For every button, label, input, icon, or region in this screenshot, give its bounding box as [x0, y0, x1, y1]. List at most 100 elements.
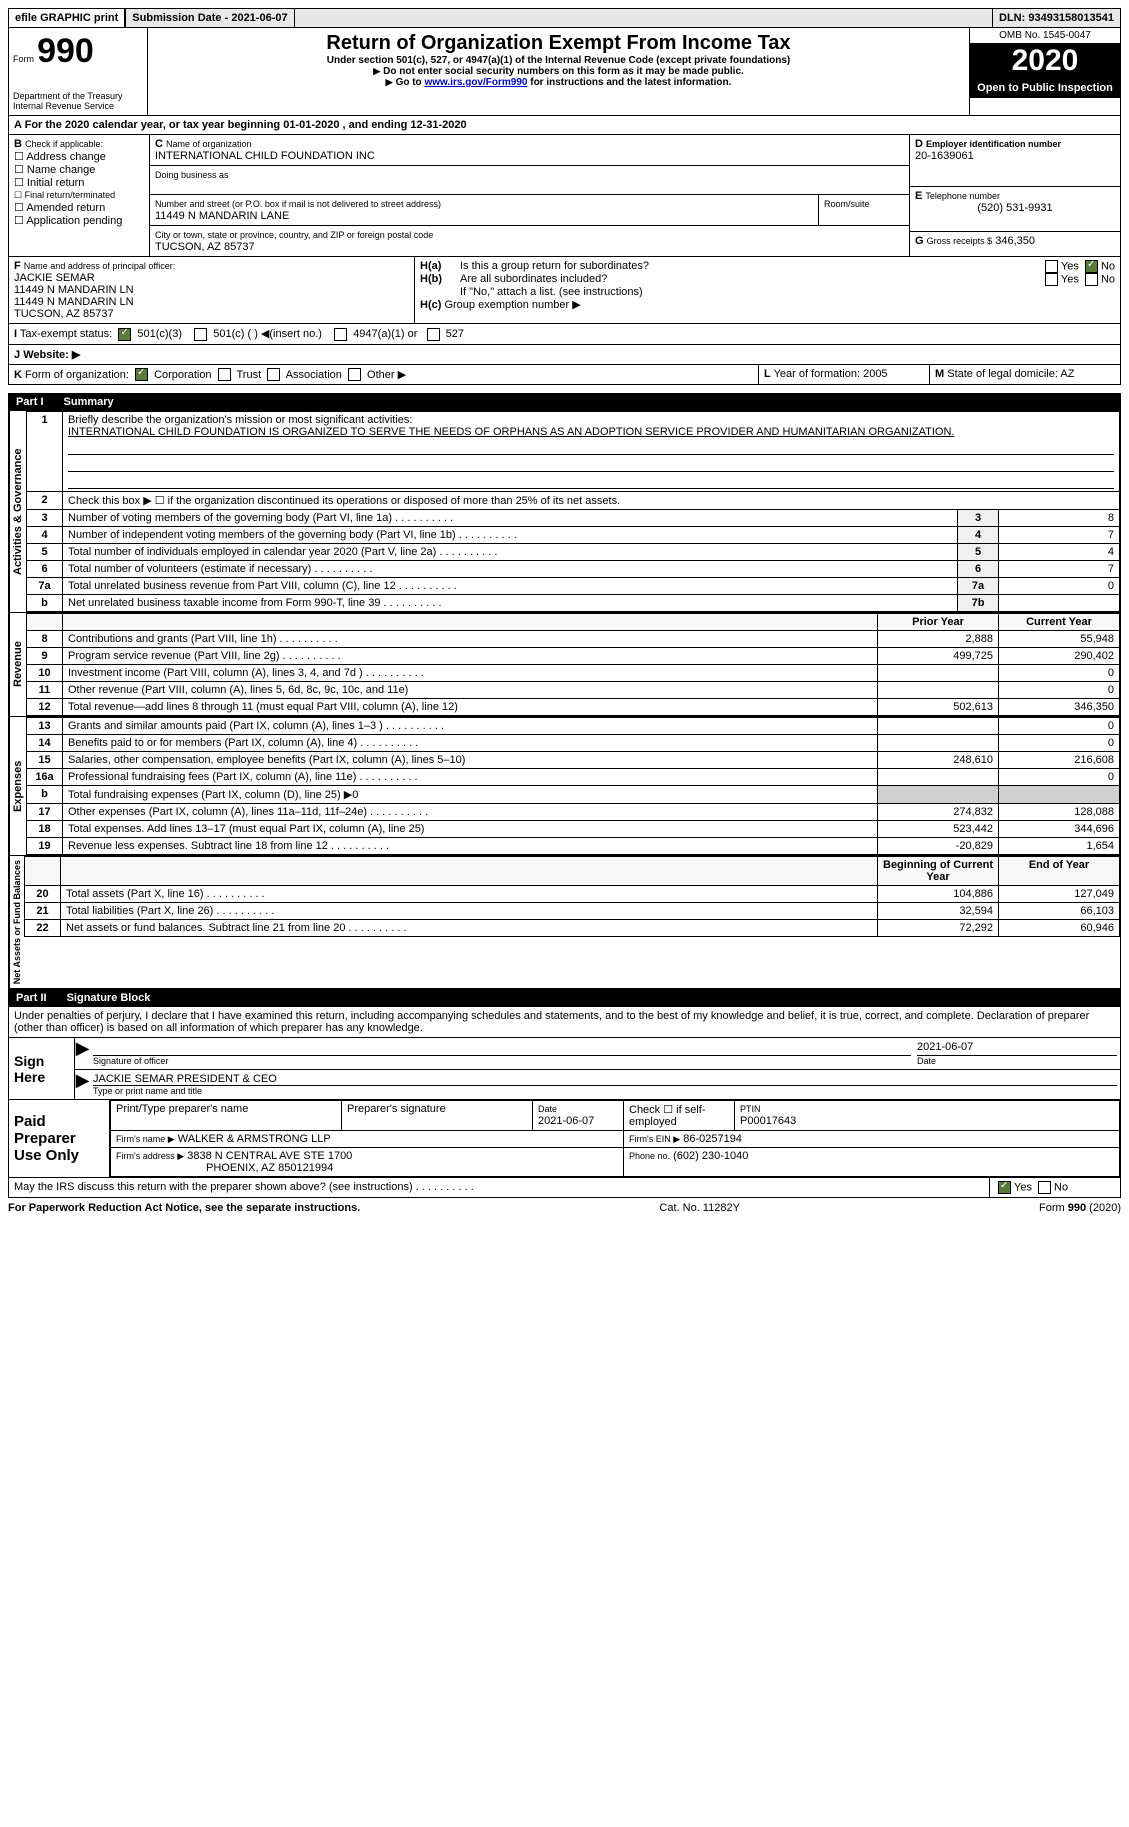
vert-expenses: Expenses: [9, 717, 26, 855]
row-i: I Tax-exempt status: 501(c)(3) 501(c) ( …: [8, 324, 1121, 345]
paid-preparer-block: Paid Preparer Use Only Print/Type prepar…: [8, 1100, 1121, 1178]
section-revenue: Revenue Prior YearCurrent Year 8Contribu…: [8, 613, 1121, 717]
row-3: 3Number of voting members of the governi…: [27, 510, 1120, 527]
check-corp[interactable]: [135, 368, 148, 381]
row-4: 4Number of independent voting members of…: [27, 527, 1120, 544]
org-name: INTERNATIONAL CHILD FOUNDATION INC: [155, 150, 375, 162]
form-number: 990: [37, 32, 94, 70]
section-expenses: Expenses 13Grants and similar amounts pa…: [8, 717, 1121, 856]
footer-notice: For Paperwork Reduction Act Notice, see …: [8, 1202, 360, 1214]
discuss-no[interactable]: [1038, 1181, 1051, 1194]
form-title: Return of Organization Exempt From Incom…: [152, 32, 965, 55]
footer-form: Form 990 (2020): [1039, 1202, 1121, 1214]
ein: 20-1639061: [915, 150, 974, 162]
paid-preparer-label: Paid Preparer Use Only: [9, 1100, 110, 1177]
check-501c[interactable]: [194, 328, 207, 341]
mission-text: INTERNATIONAL CHILD FOUNDATION IS ORGANI…: [68, 426, 954, 438]
h-a-question: Is this a group return for subordinates?: [460, 260, 1042, 273]
discuss-yes[interactable]: [998, 1181, 1011, 1194]
footer: For Paperwork Reduction Act Notice, see …: [8, 1198, 1121, 1214]
firm-addr: 3838 N CENTRAL AVE STE 1700: [187, 1150, 352, 1162]
entity-block: B Check if applicable: ☐ Address change …: [8, 135, 1121, 257]
row-9: 9Program service revenue (Part VIII, lin…: [27, 648, 1120, 665]
tax-period: For the 2020 calendar year, or tax year …: [25, 119, 467, 131]
check-amended[interactable]: ☐ Amended return: [14, 202, 105, 214]
row-18: 18Total expenses. Add lines 13–17 (must …: [27, 821, 1120, 838]
check-other[interactable]: [348, 368, 361, 381]
check-501c3[interactable]: [118, 328, 131, 341]
check-trust[interactable]: [218, 368, 231, 381]
declaration: Under penalties of perjury, I declare th…: [8, 1007, 1121, 1038]
check-final-return[interactable]: ☐ Final return/terminated: [14, 190, 115, 200]
q2-text: Check this box ▶ ☐ if the organization d…: [63, 492, 1120, 510]
row-16b: bTotal fundraising expenses (Part IX, co…: [27, 786, 1120, 804]
row-16a: 16aProfessional fundraising fees (Part I…: [27, 769, 1120, 786]
form-subtitle: Under section 501(c), 527, or 4947(a)(1)…: [152, 55, 965, 66]
check-address-change[interactable]: ☐ Address change: [14, 151, 106, 163]
hb-yes[interactable]: [1045, 273, 1058, 286]
top-bar: efile GRAPHIC print Submission Date - 20…: [8, 8, 1121, 28]
check-name-change[interactable]: ☐ Name change: [14, 164, 95, 176]
ptin: P00017643: [740, 1115, 796, 1127]
arrow-icon: ▶: [75, 1070, 90, 1099]
row-5: 5Total number of individuals employed in…: [27, 544, 1120, 561]
check-assoc[interactable]: [267, 368, 280, 381]
year-formation: 2005: [863, 368, 887, 380]
row-7b: bNet unrelated business taxable income f…: [27, 595, 1120, 612]
state-domicile: AZ: [1060, 368, 1074, 380]
row-8: 8Contributions and grants (Part VIII, li…: [27, 631, 1120, 648]
hb-no[interactable]: [1085, 273, 1098, 286]
footer-cat: Cat. No. 11282Y: [659, 1202, 740, 1214]
sig-date: 2021-06-07: [917, 1041, 1117, 1056]
discuss-row: May the IRS discuss this return with the…: [8, 1178, 1121, 1198]
row-14: 14Benefits paid to or for members (Part …: [27, 735, 1120, 752]
room-label: Room/suite: [824, 199, 870, 209]
irs-link[interactable]: www.irs.gov/Form990: [424, 77, 527, 88]
check-self-employed[interactable]: Check ☐ if self-employed: [624, 1101, 735, 1131]
check-4947[interactable]: [334, 328, 347, 341]
check-app-pending[interactable]: ☐ Application pending: [14, 215, 122, 227]
row-15: 15Salaries, other compensation, employee…: [27, 752, 1120, 769]
sig-officer-label: Signature of officer: [93, 1056, 911, 1066]
prep-date: 2021-06-07: [538, 1115, 594, 1127]
row-20: 20Total assets (Part X, line 16)104,8861…: [25, 886, 1120, 903]
org-city: TUCSON, AZ 85737: [155, 241, 255, 253]
vert-net-assets: Net Assets or Fund Balances: [9, 856, 24, 988]
row-6: 6Total number of volunteers (estimate if…: [27, 561, 1120, 578]
dba-label: Doing business as: [155, 170, 229, 180]
row-klm: K Form of organization: Corporation Trus…: [8, 365, 1121, 386]
part1-header: Part I Summary: [8, 393, 1121, 411]
efile-label[interactable]: efile GRAPHIC print: [8, 8, 125, 28]
dept-treasury: Department of the Treasury: [13, 91, 143, 101]
gross-receipts: 346,350: [995, 235, 1035, 247]
form-header: Form 990 Department of the Treasury Inte…: [8, 28, 1121, 116]
dln: DLN: 93493158013541: [992, 8, 1121, 28]
form-prefix: Form: [13, 54, 34, 64]
row-21: 21Total liabilities (Part X, line 26)32,…: [25, 903, 1120, 920]
row-7a: 7aTotal unrelated business revenue from …: [27, 578, 1120, 595]
row-22: 22Net assets or fund balances. Subtract …: [25, 920, 1120, 937]
sign-here-label: Sign Here: [9, 1038, 75, 1099]
ssn-note: Do not enter social security numbers on …: [152, 66, 965, 77]
website-label: Website: ▶: [23, 349, 80, 361]
officer-print-name: JACKIE SEMAR PRESIDENT & CEO: [93, 1073, 1117, 1086]
part2-header: Part II Signature Block: [8, 989, 1121, 1007]
ha-no[interactable]: [1085, 260, 1098, 273]
vert-activities: Activities & Governance: [9, 411, 26, 612]
row-17: 17Other expenses (Part IX, column (A), l…: [27, 804, 1120, 821]
row-11: 11Other revenue (Part VIII, column (A), …: [27, 682, 1120, 699]
firm-name: WALKER & ARMSTRONG LLP: [178, 1133, 331, 1145]
sign-here-block: Sign Here ▶ Signature of officer 2021-06…: [8, 1038, 1121, 1100]
firm-ein: 86-0257194: [683, 1133, 742, 1145]
ha-yes[interactable]: [1045, 260, 1058, 273]
org-street: 11449 N MANDARIN LANE: [155, 210, 289, 222]
check-initial-return[interactable]: ☐ Initial return: [14, 177, 84, 189]
officer-block: F Name and address of principal officer:…: [8, 257, 1121, 324]
check-527[interactable]: [427, 328, 440, 341]
row-a: A For the 2020 calendar year, or tax yea…: [8, 116, 1121, 135]
tax-year: 2020: [970, 44, 1120, 78]
row-12: 12Total revenue—add lines 8 through 11 (…: [27, 699, 1120, 716]
vert-revenue: Revenue: [9, 613, 26, 716]
arrow-icon: ▶: [75, 1038, 90, 1069]
open-public: Open to Public Inspection: [970, 78, 1120, 98]
